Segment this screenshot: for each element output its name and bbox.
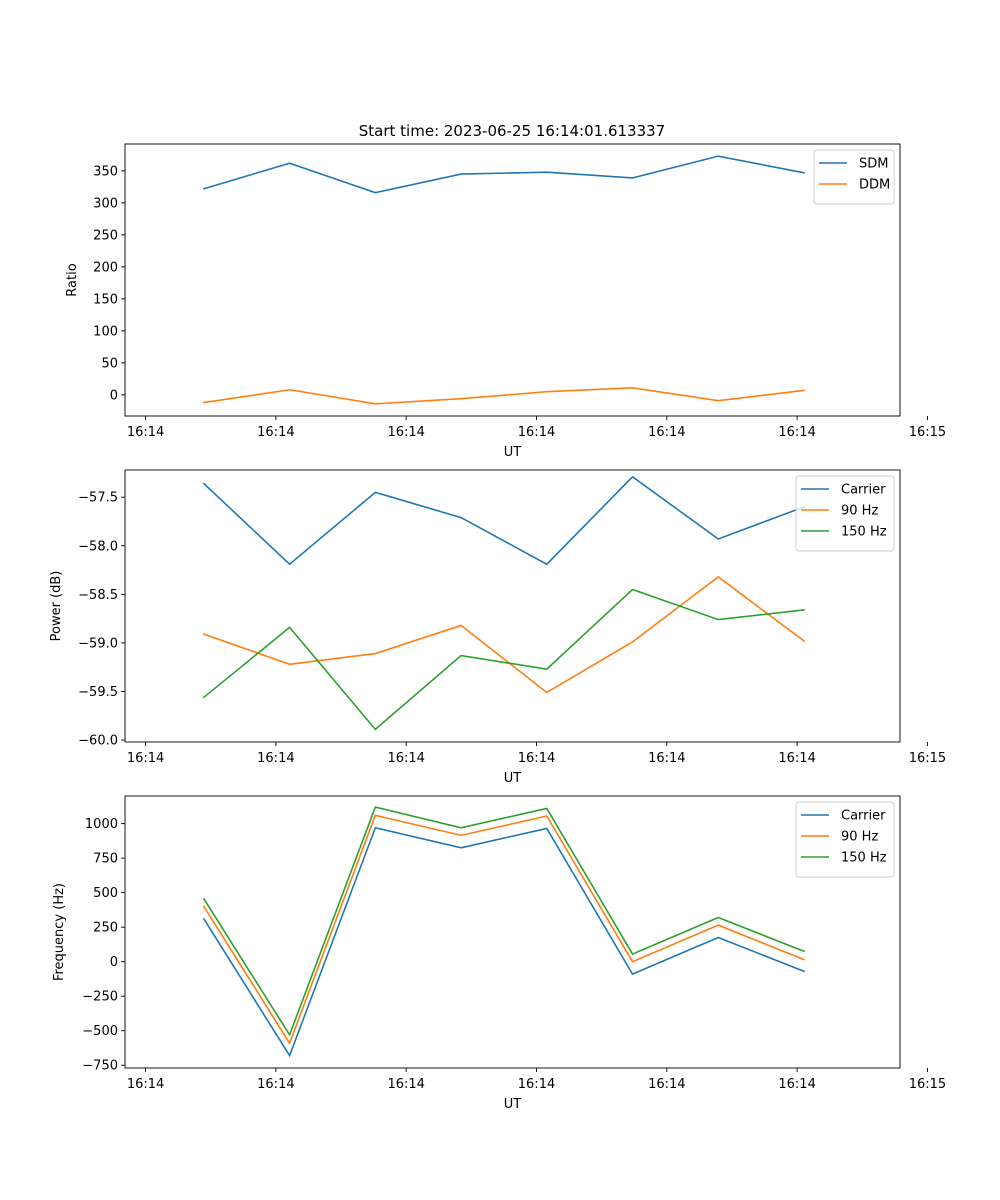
subplot-2: 16:14 16:14 16:14 16:14 16:14 16:14 16:15 UT −60… [49,469,946,786]
y-axis: −750 −500 −250 0 250 500 750 1000 [82,817,125,1074]
series-lines [202,155,805,405]
legend-label: 90 Hz [841,830,878,845]
y-tick-label: 250 [93,921,118,936]
subplots: 16:14 16:14 16:14 16:14 16:14 16:14 16:15 UT 0 50… [49,143,946,1112]
x-tick-label: 16:14 [518,425,555,440]
series-line-90-hz [202,575,806,694]
y-tick-label: −58.0 [78,539,118,554]
x-tick-label: 16:14 [648,1077,685,1092]
y-tick-label: 1000 [85,817,118,832]
legend-label: 150 Hz [841,525,887,540]
x-tick-label: 16:14 [257,1077,294,1092]
x-tick-label: 16:14 [778,751,815,766]
y-tick-label: −250 [82,990,118,1005]
x-tick-label: 16:14 [387,1077,424,1092]
series-line-90-hz [202,814,806,1045]
legend-label: DDM [859,178,890,193]
legend: Carrier 90 Hz 150 Hz [795,475,895,552]
x-tick-label: 16:14 [648,751,685,766]
legend-label: 150 Hz [841,851,887,866]
legend-box [795,475,895,552]
y-tick-label: −750 [82,1059,118,1074]
x-tick-label: 16:14 [127,751,164,766]
legend-label: Carrier [841,809,886,824]
y-tick-label: 150 [93,292,118,307]
series-lines [202,475,806,731]
y-tick-label: −59.0 [78,636,118,651]
y-tick-label: 50 [101,356,118,371]
x-tick-label: 16:14 [778,1077,815,1092]
x-axis: 16:14 16:14 16:14 16:14 16:14 16:14 16:15 [127,1068,946,1092]
y-tick-label: 300 [93,196,118,211]
legend: SDM DDM [813,149,895,205]
legend: Carrier 90 Hz 150 Hz [795,801,895,878]
x-tick-label: 16:14 [387,425,424,440]
y-tick-label: 750 [93,852,118,867]
x-axis-label: UT [504,445,522,460]
series-line-ddm [202,387,805,405]
y-tick-label: −58.5 [78,588,118,603]
series-line-150-hz [202,806,806,1037]
x-axis-label: UT [504,1097,522,1112]
y-axis-label: Power (dB) [49,571,64,642]
series-line-carrier [202,826,806,1058]
y-axis: 0 50 100 150 200 250 300 350 [93,164,125,403]
x-axis: 16:14 16:14 16:14 16:14 16:14 16:14 16:15 [127,742,946,766]
x-tick-label: 16:14 [387,751,424,766]
y-tick-label: 250 [93,228,118,243]
x-tick-label: 16:14 [127,1077,164,1092]
legend-label: SDM [859,157,888,172]
x-tick-label: 16:14 [778,425,815,440]
x-tick-label: 16:14 [518,751,555,766]
x-tick-label: 16:14 [257,751,294,766]
y-tick-label: 0 [110,955,118,970]
y-tick-label: 200 [93,260,118,275]
y-axis-label: Frequency (Hz) [52,883,67,981]
axes-frame [124,143,901,417]
y-tick-label: −60.0 [78,734,118,749]
series-line-150-hz [202,588,805,731]
x-axis-label: UT [504,771,522,786]
subplot-1: 16:14 16:14 16:14 16:14 16:14 16:14 16:15 UT 0 50… [65,143,946,460]
x-tick-label: 16:15 [909,425,946,440]
figure-title: Start time: 2023-06-25 16:14:01.613337 [359,122,665,140]
y-tick-label: 350 [93,164,118,179]
series-line-sdm [202,155,805,194]
x-tick-label: 16:14 [257,425,294,440]
x-tick-label: 16:15 [909,1077,946,1092]
y-tick-label: −59.5 [78,685,118,700]
subplot-3: 16:14 16:14 16:14 16:14 16:14 16:14 16:15 UT −75… [52,795,946,1112]
axes-frame [124,795,901,1069]
y-tick-label: 100 [93,324,118,339]
x-tick-label: 16:14 [518,1077,555,1092]
y-tick-label: 0 [110,388,118,403]
legend-label: Carrier [841,483,886,498]
legend-label: 90 Hz [841,504,878,519]
y-tick-label: −500 [82,1024,118,1039]
series-line-carrier [202,475,806,566]
series-lines [202,806,806,1058]
legend-box [795,801,895,878]
y-axis: −60.0 −59.5 −59.0 −58.5 −58.0 −57.5 [78,491,125,749]
axes-frame [124,469,901,743]
y-axis-label: Ratio [65,263,80,296]
y-tick-label: −57.5 [78,491,118,506]
y-tick-label: 500 [93,886,118,901]
x-axis: 16:14 16:14 16:14 16:14 16:14 16:14 16:15 [127,416,946,440]
x-tick-label: 16:14 [127,425,164,440]
x-tick-label: 16:15 [909,751,946,766]
x-tick-label: 16:14 [648,425,685,440]
